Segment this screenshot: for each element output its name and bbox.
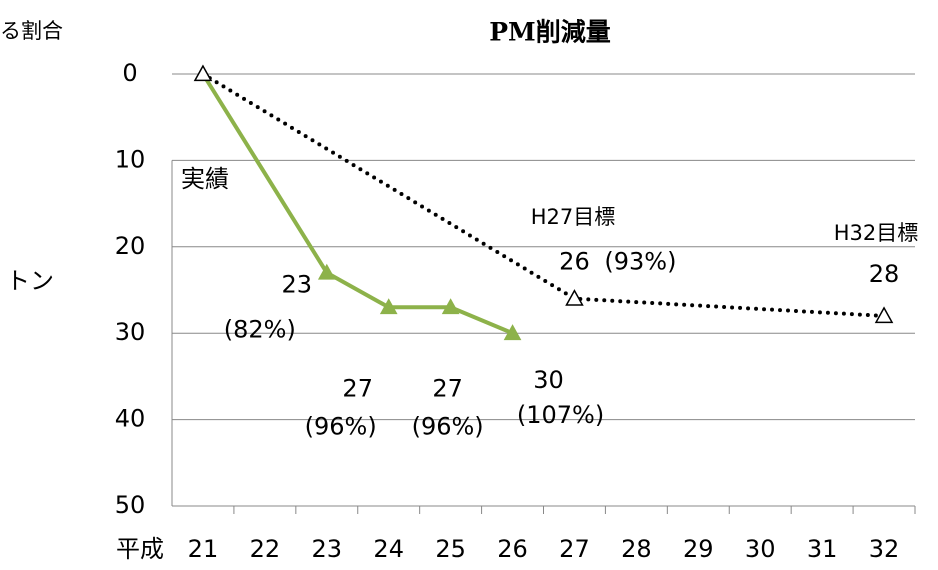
value-label: 28 <box>869 260 900 288</box>
x-axis-label: 平成 <box>116 535 164 563</box>
marker <box>441 298 460 315</box>
value-label: 23 <box>282 271 313 299</box>
x-tick-label: 27 <box>559 535 590 563</box>
y-tick-label: 40 <box>115 405 146 433</box>
x-tick-label: 30 <box>745 535 776 563</box>
x-tick-label: 28 <box>621 535 652 563</box>
marker <box>317 263 336 280</box>
x-tick-label: 21 <box>188 535 219 563</box>
x-tick-label: 31 <box>807 535 838 563</box>
marker <box>874 306 894 324</box>
marker <box>379 298 398 315</box>
y-tick-label: 0 <box>122 59 137 87</box>
line-series <box>200 72 515 336</box>
percent-label: (107%) <box>517 401 604 429</box>
value-label: 26 <box>559 248 590 276</box>
value-label: 27 <box>342 374 373 402</box>
x-tick-label: 22 <box>250 535 281 563</box>
percent-label: (93%) <box>604 248 676 276</box>
y-axis-label: トン <box>6 267 54 295</box>
x-tick-label: 24 <box>373 535 404 563</box>
marker <box>503 324 522 341</box>
x-tick-label: 29 <box>683 535 714 563</box>
percent-label: (96%) <box>412 412 484 440</box>
y-note: る割合 <box>0 19 63 43</box>
value-label: 30 <box>533 366 564 394</box>
marker <box>193 64 213 82</box>
y-tick-label: 20 <box>115 232 146 260</box>
x-tick-label: 26 <box>497 535 528 563</box>
annotation: H27目標 <box>531 205 616 229</box>
x-tick-label: 32 <box>869 535 900 563</box>
percent-label: (82%) <box>224 316 296 344</box>
marker <box>565 289 584 306</box>
annotation: H32目標 <box>834 221 919 245</box>
annotation: 実績 <box>181 165 229 193</box>
y-tick-label: 50 <box>115 491 146 519</box>
percent-label: (96%) <box>305 412 377 440</box>
y-tick-label: 10 <box>115 145 146 173</box>
value-label: 27 <box>432 374 463 402</box>
x-tick-label: 25 <box>435 535 466 563</box>
line-series <box>200 72 887 318</box>
chart-title: PM削減量 <box>489 18 610 47</box>
x-tick-label: 23 <box>312 535 343 563</box>
y-tick-label: 30 <box>115 318 146 346</box>
